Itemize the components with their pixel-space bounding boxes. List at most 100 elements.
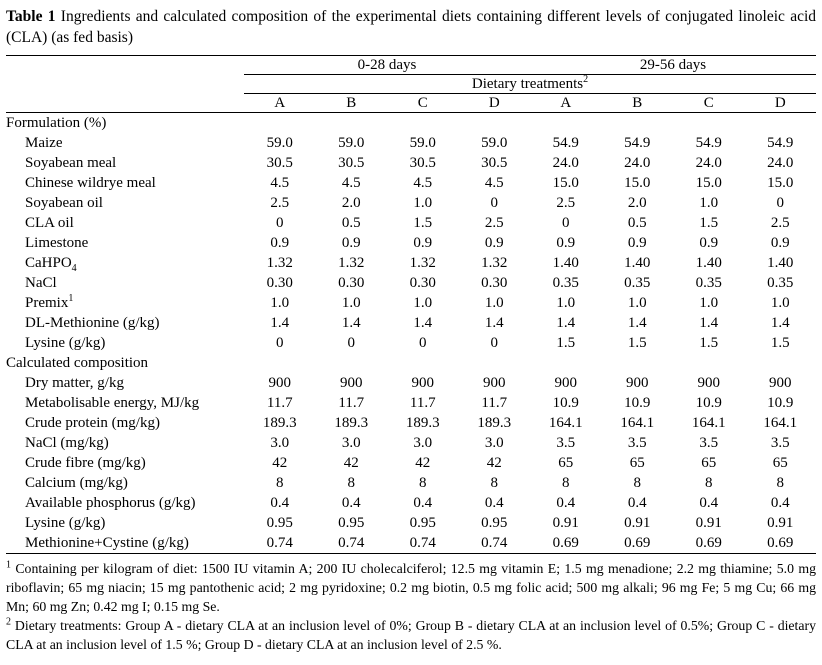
table-row: CLA oil 0 0.5 1.5 2.5 0 0.5 1.5 2.5: [6, 213, 816, 233]
value-cell: 11.7: [481, 395, 508, 411]
header-spacer-cell: [6, 93, 244, 113]
value-cell: 1.0: [270, 295, 290, 311]
row-label: Premix1: [25, 293, 74, 312]
value-cell: 0: [490, 195, 499, 211]
row-label: Soyabean oil: [25, 195, 103, 211]
value-cell: 42: [415, 455, 431, 471]
value-cell: 189.3: [334, 415, 369, 431]
value-cell: 1.4: [341, 315, 361, 331]
value-cell: 0.9: [341, 235, 361, 251]
value-cell: 0.69: [673, 533, 745, 554]
value-cell: 8: [276, 475, 284, 491]
dietary-treatments-header: Dietary treatments2: [244, 74, 816, 94]
group-letter: C: [387, 93, 459, 113]
footnote-2: 2 Dietary treatments: Group A - dietary …: [6, 616, 816, 654]
value-cell: 8: [776, 475, 785, 491]
value-cell: 0.35: [767, 275, 794, 291]
value-cell: 59.0: [481, 135, 508, 151]
group-letter: A: [530, 93, 602, 113]
value-cell: 0.95: [481, 515, 508, 531]
footnote-2-text: Dietary treatments: Group A - dietary CL…: [6, 618, 816, 652]
value-cell: 0.4: [484, 495, 504, 511]
value-cell: 59.0: [266, 135, 293, 151]
value-cell: 0.4: [413, 495, 433, 511]
value-cell: 900: [769, 375, 792, 391]
diet-composition-table: 0-28 days 29-56 days Dietary treatments2…: [6, 55, 816, 554]
value-cell: 164.1: [763, 415, 798, 431]
value-cell: 0.91: [552, 515, 579, 531]
value-cell: 0.4: [627, 495, 647, 511]
table-row: Calcium (mg/kg) 8 8 8 8 8 8 8 8: [6, 473, 816, 493]
header-spacer-cell: [6, 75, 244, 94]
value-cell: 0.69: [601, 533, 673, 554]
value-cell: 30.5: [338, 155, 365, 171]
value-cell: 0.91: [695, 515, 722, 531]
footnote-1: 1 Containing per kilogram of diet: 1500 …: [6, 559, 816, 616]
value-cell: 0.69: [744, 533, 816, 554]
value-cell: 0: [490, 335, 499, 351]
value-cell: 8: [562, 475, 570, 491]
value-cell: 42: [343, 455, 359, 471]
value-cell: 65: [629, 455, 645, 471]
value-cell: 0.74: [315, 533, 387, 554]
group-letter: C: [673, 93, 745, 113]
row-label-subscript: 4: [71, 263, 77, 274]
row-label-footnote-marker: 1: [68, 293, 74, 304]
value-cell: 0.4: [341, 495, 361, 511]
value-cell: 900: [483, 375, 506, 391]
footnote-1-text: Containing per kilogram of diet: 1500 IU…: [6, 561, 816, 614]
value-cell: 1.0: [484, 295, 504, 311]
value-cell: 0.30: [481, 275, 508, 291]
value-cell: 1.4: [627, 315, 647, 331]
value-cell: 0.9: [413, 235, 433, 251]
value-cell: 1.40: [624, 255, 651, 271]
value-cell: 4.5: [413, 175, 433, 191]
value-cell: 15.0: [624, 175, 651, 191]
value-cell: 11.7: [409, 395, 436, 411]
value-cell: 0.74: [244, 533, 316, 554]
value-cell: 0: [776, 195, 785, 211]
value-cell: 2.5: [484, 215, 504, 231]
group-letter: B: [315, 93, 387, 113]
table-row: Metabolisable energy, MJ/kg 11.7 11.7 11.7 1…: [6, 393, 816, 413]
value-cell: 4.5: [484, 175, 504, 191]
value-cell: 1.40: [767, 255, 794, 271]
row-label: Lysine (g/kg): [25, 335, 106, 351]
value-cell: 8: [705, 475, 713, 491]
value-cell: 2.0: [627, 195, 647, 211]
value-cell: 54.9: [552, 135, 579, 151]
value-cell: 10.9: [767, 395, 794, 411]
value-cell: 2.5: [270, 195, 290, 211]
value-cell: 8: [347, 475, 356, 491]
value-cell: 1.4: [484, 315, 504, 331]
table-row: Maize 59.0 59.0 59.0 59.0 54.9 54.9 54.9 54.9: [6, 133, 816, 153]
value-cell: 0: [562, 215, 570, 231]
table-row: NaCl (mg/kg) 3.0 3.0 3.0 3.0 3.5 3.5 3.5 3.5: [6, 433, 816, 453]
value-cell: 65: [701, 455, 717, 471]
value-cell: 1.0: [556, 295, 576, 311]
value-cell: 0.91: [767, 515, 794, 531]
table-row: Lysine (g/kg) 0.95 0.95 0.95 0.95 0.91 0.91 0.9…: [6, 513, 816, 533]
value-cell: 1.32: [266, 255, 293, 271]
value-cell: 15.0: [767, 175, 794, 191]
value-cell: 15.0: [695, 175, 722, 191]
table-row: Lysine (g/kg) 0 0 0 0 1.5 1.5 1.5 1.5: [6, 333, 816, 353]
footnote-2-marker: 2: [6, 616, 11, 628]
footnotes: 1 Containing per kilogram of diet: 1500 …: [6, 554, 816, 654]
value-cell: 189.3: [477, 415, 512, 431]
value-cell: 0: [347, 335, 356, 351]
value-cell: 54.9: [624, 135, 651, 151]
value-cell: 0.4: [770, 495, 790, 511]
table-row: Limestone 0.9 0.9 0.9 0.9 0.9 0.9 0.9 0.9: [6, 233, 816, 253]
header-spacer-cell: [6, 55, 244, 75]
value-cell: 10.9: [624, 395, 651, 411]
value-cell: 0.30: [338, 275, 365, 291]
section-header: Formulation (%): [6, 115, 107, 131]
value-cell: 0.35: [624, 275, 651, 291]
table-caption-text: Ingredients and calculated composition o…: [6, 8, 817, 46]
value-cell: 4.5: [341, 175, 361, 191]
value-cell: 2.0: [341, 195, 361, 211]
value-cell: 900: [411, 375, 435, 391]
value-cell: 65: [772, 455, 788, 471]
row-label: Maize: [25, 135, 63, 151]
